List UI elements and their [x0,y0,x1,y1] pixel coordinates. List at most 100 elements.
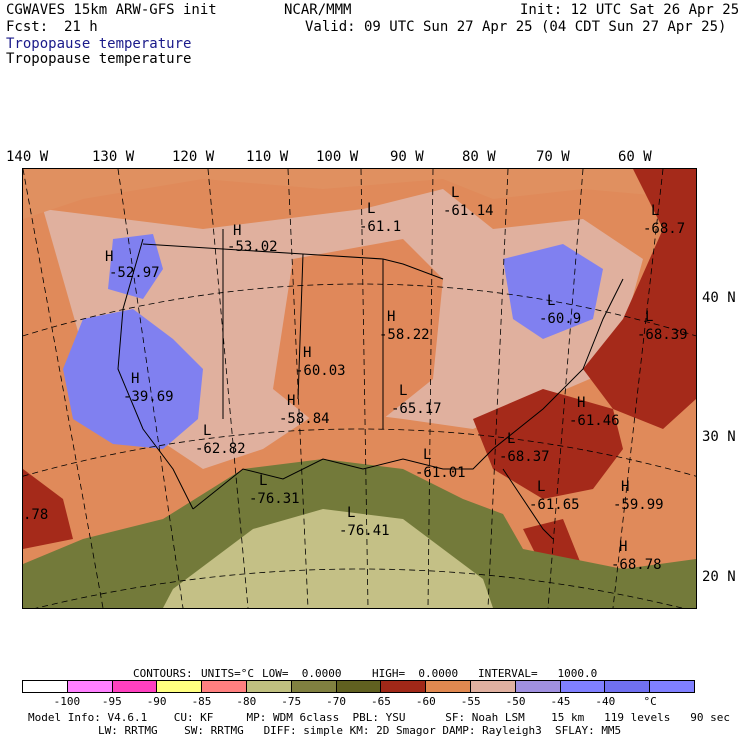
legend-swatch [381,681,427,692]
lat-label-20n: 20 N [702,569,736,585]
map-label-value: -62.82 [195,441,246,457]
legend-swatch [67,681,113,692]
map-label-letter: H [233,223,241,239]
lon-label-100w: 100 W [316,149,359,165]
map-label-value: -39.69 [123,389,174,405]
lon-label-70w: 70 W [536,149,570,165]
contours-units: UNITS=°C [201,667,254,680]
center-label: NCAR/MMM [284,2,352,18]
legend-swatch [202,681,247,692]
legend-tick-label: -55 [460,695,481,708]
map-label-letter: L [507,431,515,447]
lon-label-130w: 130 W [92,149,135,165]
map-label-value: -61.1 [359,219,401,235]
fcst-label: Fcst: [6,19,49,35]
map-label-letter: H [621,479,629,495]
map-label-letter: L [367,201,375,217]
map-label-value: -68.39 [637,327,688,343]
legend-tick-label: -85 [191,695,212,708]
model-title: CGWAVES 15km ARW-GFS init [6,2,217,18]
legend-tick-label: -65 [371,695,391,708]
model-info-line1: Model Info: V4.6.1 CU: KF MP: WDM 6class… [28,711,730,724]
contours-label: CONTOURS: [133,667,193,680]
legend-tick-label: °C [643,695,657,708]
field-title-1: Tropopause temperature [6,36,192,52]
legend-swatch [336,681,382,692]
valid-time: Valid: 09 UTC Sun 27 Apr 25 (04 CDT Sun … [305,19,727,35]
lon-label-120w: 120 W [172,149,215,165]
legend-swatch [291,681,337,692]
map-label-letter: L [651,203,659,219]
legend-swatch [470,681,516,692]
map-label-letter: L [259,473,267,489]
legend-tick-label: -90 [146,695,167,708]
map-label-value: -76.31 [249,491,300,507]
legend-swatch [157,681,203,692]
legend-tick-label: -70 [326,695,347,708]
init-time: Init: 12 UTC Sat 26 Apr 25 [520,2,740,18]
contours-interval: INTERVAL= 1000.0 [478,667,598,680]
map-label-letter: H [577,395,585,411]
legend-tick-label: -95 [101,695,122,708]
map-label-value: -68.37 [499,449,550,465]
map-label-value: .78 [23,507,48,523]
field-title-2: Tropopause temperature [6,51,192,67]
color-legend [22,680,695,693]
map-label-letter: L [423,447,431,463]
legend-swatch [605,681,651,692]
map-label-value: -76.41 [339,523,390,539]
map-label-value: -68.78 [611,557,662,573]
map-label-value: -53.02 [227,239,278,255]
northeast-blue-region [503,244,603,339]
map-label-letter: L [451,185,459,201]
lon-label-140w: 140 W [6,149,49,165]
map-label-value: -52.97 [109,265,160,281]
map-label-value: -65.17 [391,401,442,417]
legend-swatch [560,681,606,692]
map-label-value: -60.03 [295,363,346,379]
legend-tick-label: -80 [236,695,257,708]
map-label-value: -58.84 [279,411,330,427]
lat-lon-grid [23,169,696,608]
legend-tick-label: -100 [53,695,81,708]
plains-orange [273,239,443,429]
lon-label-110w: 110 W [246,149,289,165]
map-label-value: -61.14 [443,203,494,219]
map-label-letter: L [645,309,653,325]
legend-swatch [515,681,561,692]
east-dark-red-region [583,169,696,429]
coastlines [117,229,624,540]
tropopause-temperature-map: H -52.97 H -53.02 L -61.1 L -61.14 L -68… [22,168,697,609]
legend-tick-label: -75 [281,695,302,708]
map-label-letter: H [619,539,627,555]
map-label-value: -59.99 [613,497,664,513]
legend-swatch [246,681,292,692]
lon-label-80w: 80 W [462,149,496,165]
map-label-letter: H [303,345,311,361]
legend-tick-label: -50 [505,695,526,708]
legend-swatch [23,681,68,692]
contours-high: HIGH= 0.0000 [372,667,459,680]
map-label-letter: H [105,249,113,265]
map-label-letter: H [387,309,395,325]
map-label-letter: L [537,479,545,495]
map-canvas: H -52.97 H -53.02 L -61.1 L -61.14 L -68… [23,169,696,608]
lon-label-90w: 90 W [390,149,424,165]
map-label-value: -68.7 [643,221,685,237]
lat-label-40n: 40 N [702,290,736,306]
map-label-letter: H [131,371,139,387]
north-band [23,169,696,219]
lon-label-60w: 60 W [618,149,652,165]
map-label-value: -61.65 [529,497,580,513]
fcst-value: 21 h [64,19,98,35]
map-label-value: -60.9 [539,311,581,327]
map-label-value: -61.46 [569,413,620,429]
legend-swatch [650,681,694,692]
legend-tick-label: -60 [415,695,436,708]
legend-tick-label: -45 [550,695,571,708]
west-blue-region [63,309,203,449]
map-label-letter: L [347,505,355,521]
map-label-letter: H [287,393,295,409]
contours-low: LOW= 0.0000 [262,667,342,680]
map-label-value: -61.01 [415,465,466,481]
